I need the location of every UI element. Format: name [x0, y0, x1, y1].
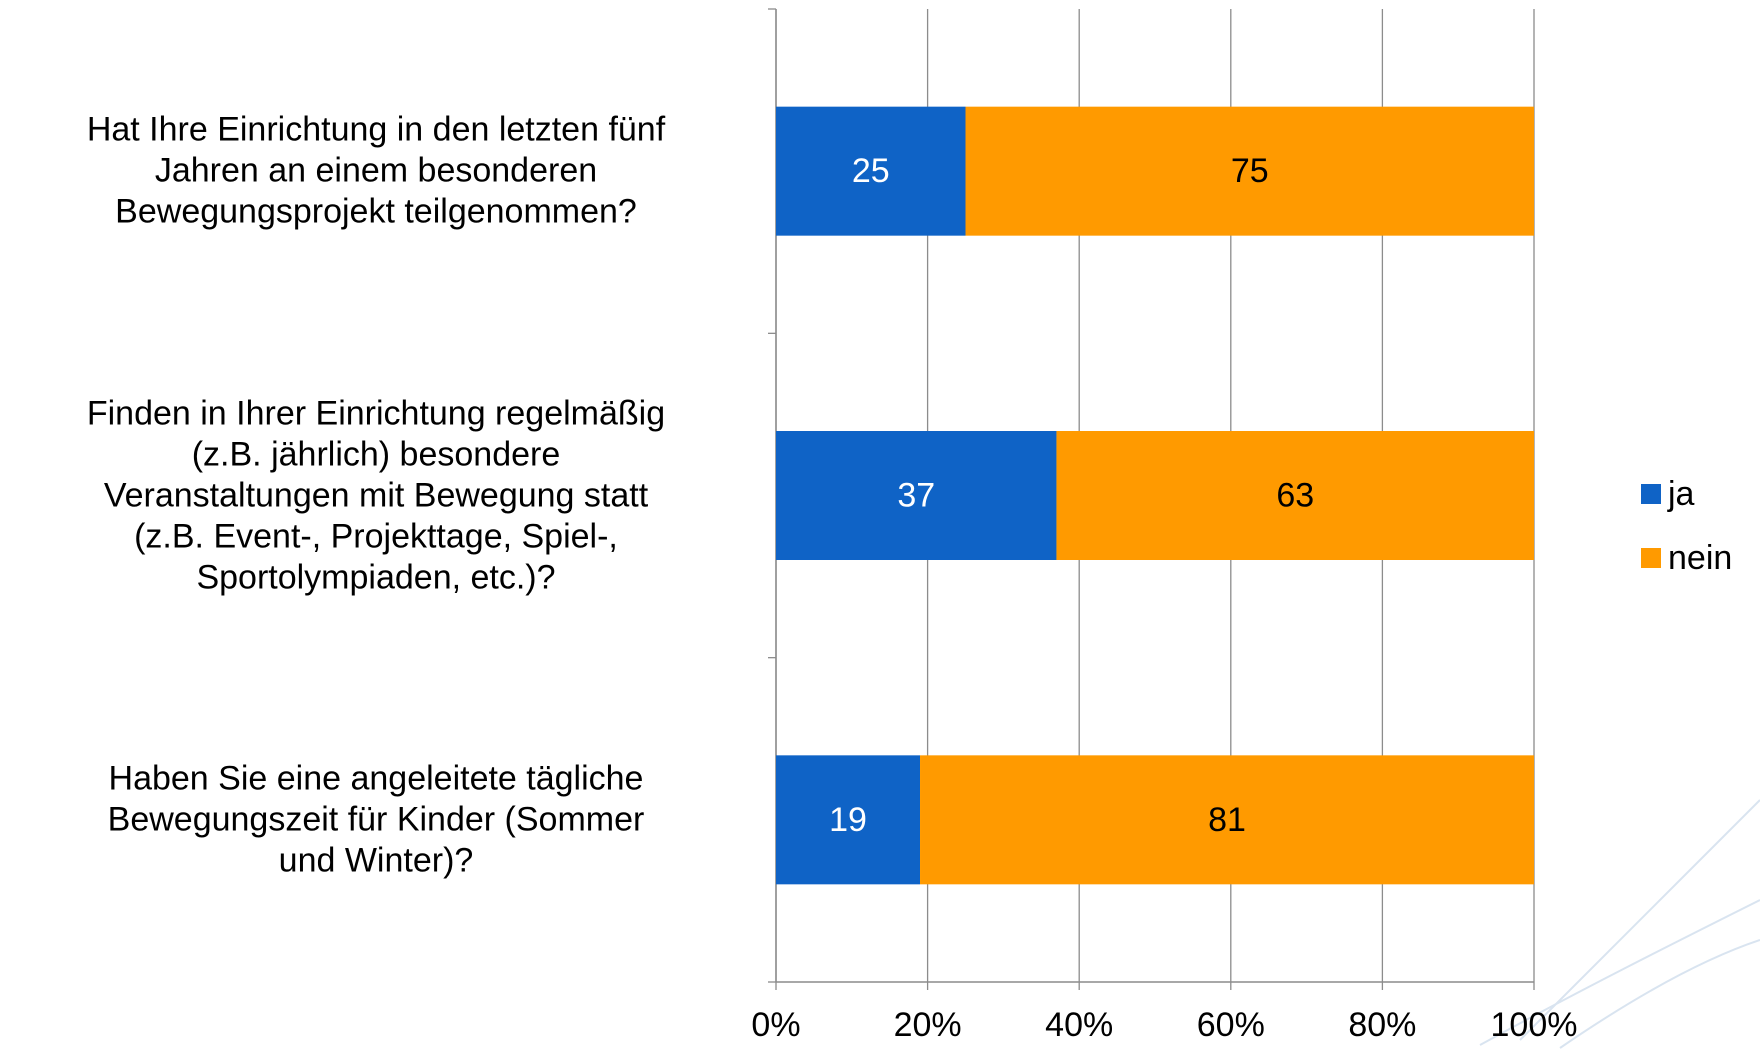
x-tick-label: 40%	[1045, 1006, 1113, 1044]
legend-label: ja	[1667, 475, 1695, 513]
bar	[776, 106, 966, 236]
bar	[776, 431, 1057, 560]
bar	[965, 106, 1534, 236]
x-tick-label: 80%	[1348, 1006, 1416, 1044]
data-label: 63	[1276, 476, 1314, 514]
data-label: 19	[829, 801, 867, 839]
y-tick-label: Hat Ihre Einrichtung in den letzten fünf…	[86, 110, 666, 231]
legend-swatch	[1641, 484, 1661, 504]
legend-swatch	[1641, 548, 1661, 568]
x-tick-label: 100%	[1491, 1006, 1578, 1044]
decoration	[1479, 799, 1760, 1049]
legend-label: nein	[1668, 539, 1732, 577]
data-label: 37	[897, 476, 935, 514]
bar	[920, 755, 1534, 885]
y-tick-label: Haben Sie eine angeleitete tägliche Bewe…	[107, 759, 645, 880]
data-label: 75	[1231, 152, 1269, 190]
data-label: 25	[852, 152, 890, 190]
x-tick-label: 0%	[751, 1006, 800, 1044]
x-tick-label: 20%	[894, 1006, 962, 1044]
y-tick-label: Finden in Ihrer Einrichtung regelmäßig (…	[86, 394, 666, 596]
x-tick-label: 60%	[1197, 1006, 1265, 1044]
data-label: 81	[1208, 801, 1246, 839]
bar	[776, 755, 921, 885]
bar	[1056, 431, 1534, 560]
